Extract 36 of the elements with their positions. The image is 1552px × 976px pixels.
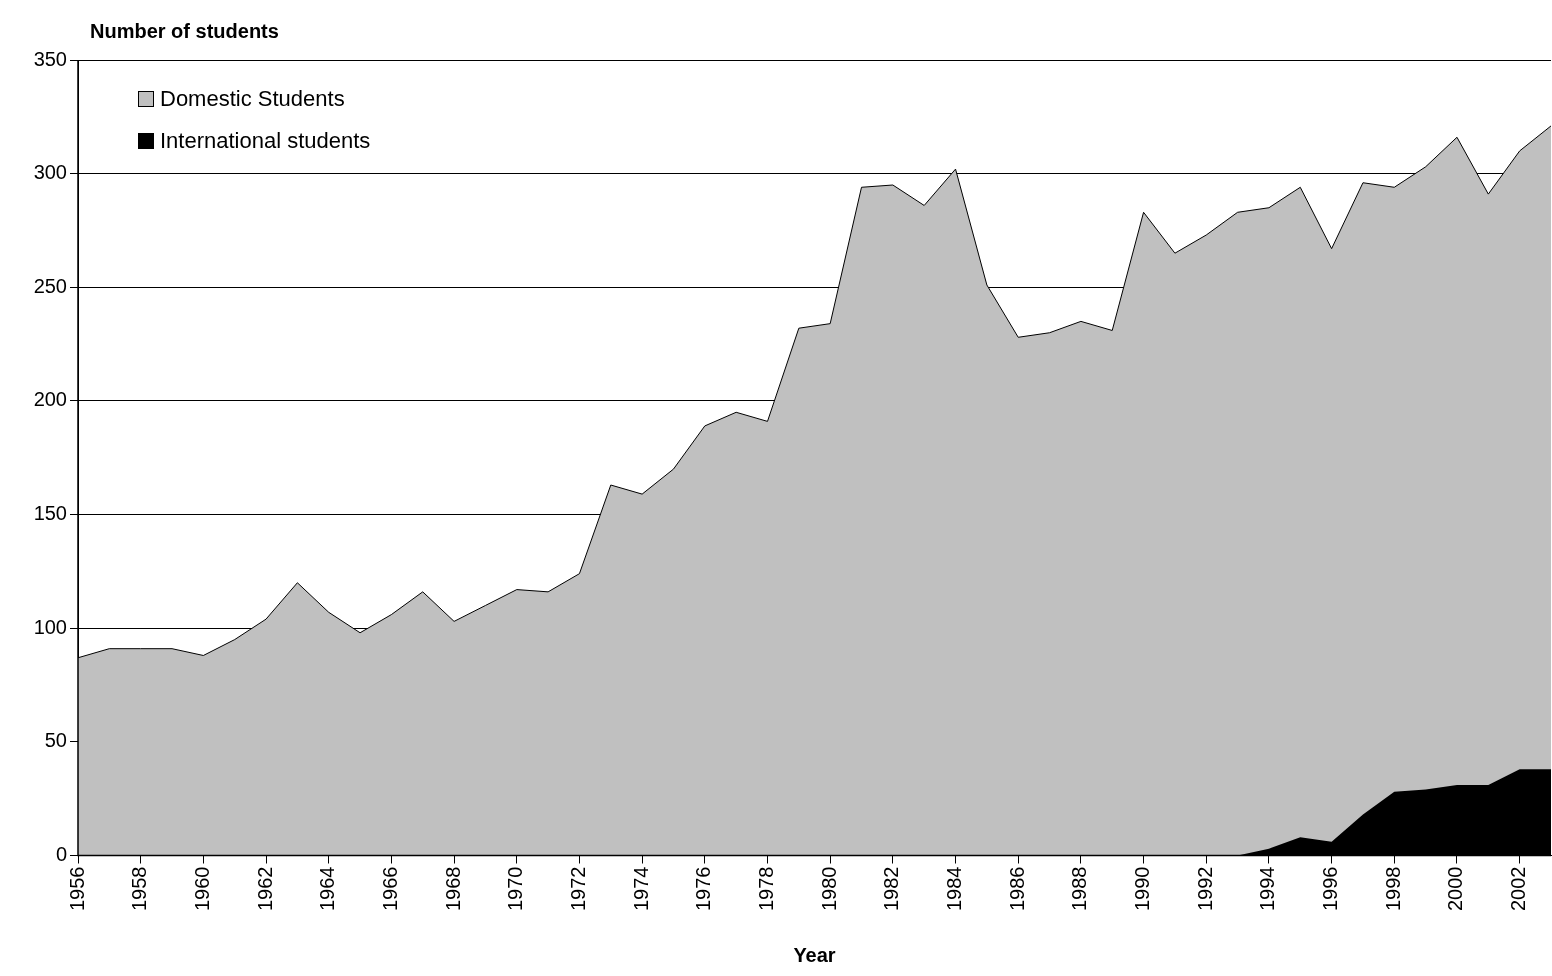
y-tick-label: 250 [33, 274, 67, 297]
legend-label: Domestic Students [160, 86, 345, 112]
x-tick-label: 2002 [1507, 866, 1530, 912]
x-tick-label: 1990 [1131, 866, 1154, 912]
y-axis-title: Number of students [90, 19, 279, 42]
x-tick-label: 2000 [1444, 866, 1467, 912]
x-tick-label: 1996 [1319, 866, 1342, 912]
y-tick-label: 200 [33, 388, 67, 411]
x-tick-label: 1982 [880, 866, 903, 912]
x-tick-label: 1974 [629, 866, 652, 912]
x-tick-label: 1968 [441, 866, 464, 912]
x-tick-label: 1978 [755, 866, 778, 912]
x-tick-label: 1964 [316, 866, 339, 912]
x-tick-label: 1958 [128, 866, 151, 912]
x-tick-label: 1986 [1005, 866, 1028, 912]
x-tick-label: 1988 [1068, 866, 1091, 912]
y-tick-label: 150 [33, 502, 67, 525]
x-tick-label: 1984 [943, 866, 966, 912]
x-tick-label: 1980 [817, 866, 840, 912]
x-tick-label: 1992 [1193, 866, 1216, 912]
x-axis-title: Year [793, 943, 836, 966]
x-tick-label: 1960 [190, 866, 213, 912]
x-tick-label: 1994 [1256, 866, 1279, 912]
legend-label: International students [160, 128, 371, 154]
y-tick-label: 50 [44, 729, 67, 752]
x-tick-label: 1956 [65, 866, 88, 912]
x-tick-label: 1998 [1381, 866, 1404, 912]
y-tick-label: 0 [55, 843, 67, 866]
y-tick-label: 100 [33, 615, 67, 638]
x-tick-label: 1966 [378, 866, 401, 912]
y-tick-label: 300 [33, 161, 67, 184]
x-tick-label: 1970 [504, 866, 527, 912]
x-tick-label: 1976 [692, 866, 715, 912]
y-tick-label: 350 [33, 47, 67, 70]
x-tick-label: 1962 [253, 866, 276, 912]
x-tick-label: 1972 [566, 866, 589, 912]
